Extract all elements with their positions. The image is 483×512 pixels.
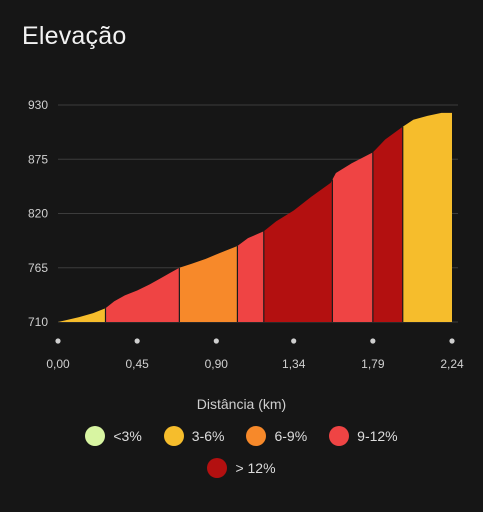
x-tick-dot [134,338,140,344]
legend-label: > 12% [235,460,276,476]
legend-label: 6-9% [274,428,308,444]
legend-label: 9-12% [357,428,398,444]
elevation-segment [332,152,373,322]
legend-label: 3-6% [191,428,225,444]
elevation-segment [179,246,238,322]
y-tick-label: 765 [28,261,48,275]
x-tick-dot [55,338,61,344]
legend-row: > 12% [0,456,483,480]
x-tick-dot [291,338,297,344]
legend: <3% 3-6% 6-9% 9-12% > 12% [0,424,483,488]
elevation-segment [105,267,180,322]
x-tick-dot [213,338,219,344]
x-tick-label: 0,90 [205,357,229,371]
legend-item: 9-12% [329,426,398,446]
legend-label: <3% [113,428,142,444]
x-tick-label: 2,24 [440,357,464,371]
x-tick-label: 1,34 [282,357,306,371]
legend-item: 6-9% [246,426,307,446]
legend-swatch [163,426,184,446]
y-tick-label: 820 [28,207,48,221]
y-tick-label: 710 [28,315,48,329]
x-axis-label: Distância (km) [196,396,287,412]
x-tick-dot [370,338,376,344]
x-tick-label: 1,79 [361,357,385,371]
elevation-segment [237,231,264,322]
y-tick-label: 930 [28,98,48,112]
elevation-segments [58,112,452,322]
x-tick-label: 0,00 [46,357,70,371]
legend-swatch [329,426,350,446]
legend-item: <3% [85,426,142,446]
page-title: Elevação [22,22,127,50]
elevation-chart: 930 875 820 765 710 0,00 0,45 0,90 1,34 1,79 2,24 [28,98,464,371]
x-ticks: 0,00 0,45 0,90 1,34 1,79 2,24 [46,338,464,371]
legend-swatch [207,458,228,478]
legend-swatch [246,426,267,446]
legend-item: 3-6% [163,426,225,446]
y-tick-labels: 930 875 820 765 710 [28,98,48,329]
y-tick-label: 875 [28,152,48,166]
legend-item: > 12% [207,458,276,478]
elevation-segment [263,179,333,322]
elevation-segment [58,308,106,322]
x-tick-label: 0,45 [125,357,149,371]
elevation-segment [372,126,403,322]
legend-row: <3% 3-6% 6-9% 9-12% [0,424,483,448]
legend-swatch [85,426,106,446]
x-tick-dot [449,338,455,344]
elevation-segment [402,112,452,322]
